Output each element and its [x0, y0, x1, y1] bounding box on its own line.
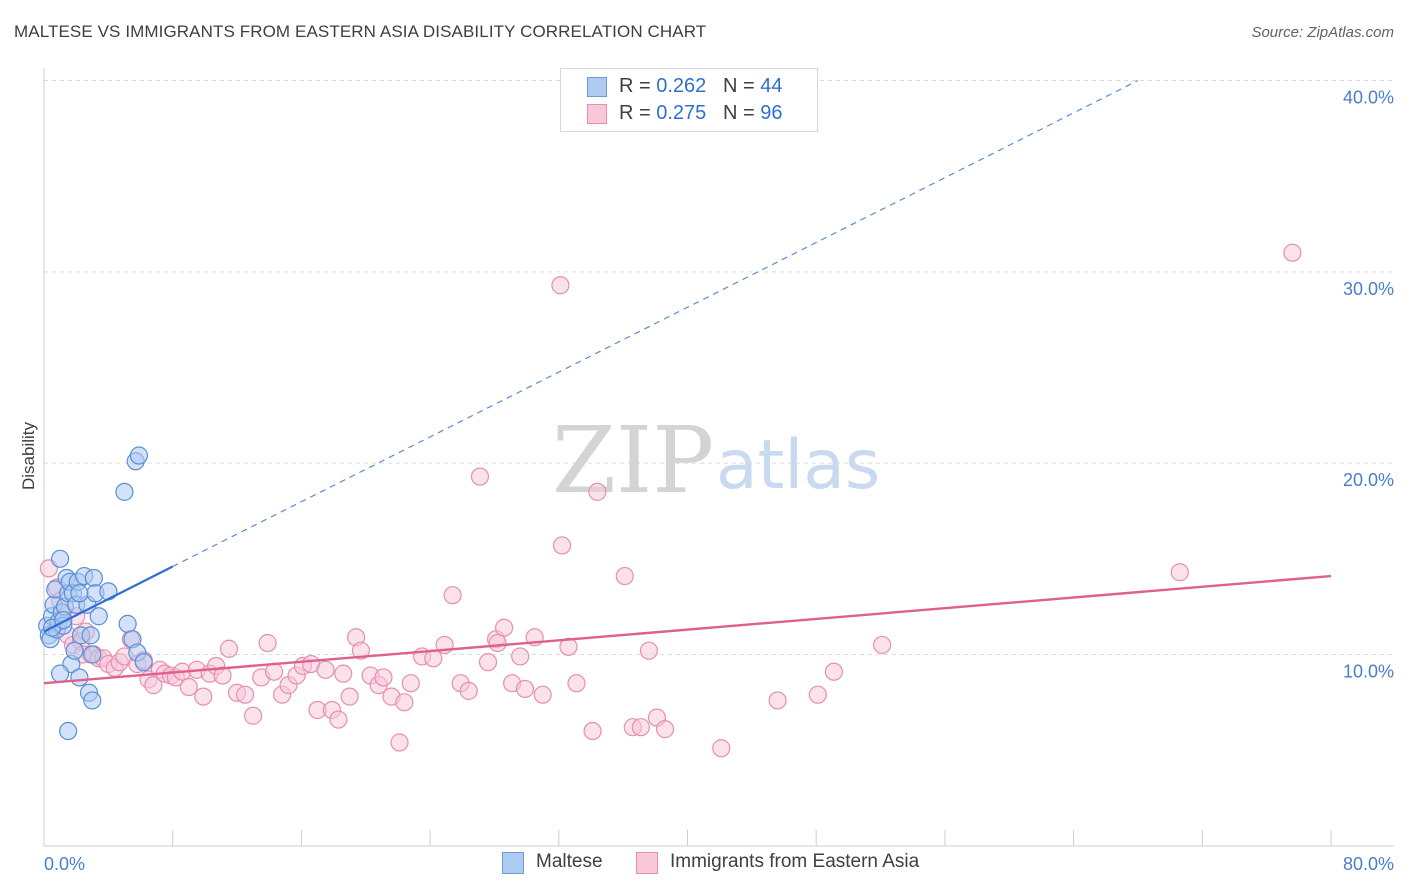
eastern-asia-point: [495, 618, 514, 637]
y-tick-label: 40.0%: [1343, 88, 1394, 108]
eastern-asia-point: [533, 685, 552, 704]
eastern-asia-point: [329, 710, 348, 729]
eastern-asia-point: [213, 666, 232, 685]
maltese-point: [81, 626, 100, 645]
legend-swatch-eastern-asia: [587, 104, 607, 124]
watermark-atlas: atlas: [716, 426, 880, 505]
maltese-point: [83, 645, 102, 664]
r-label: R =: [619, 75, 657, 97]
maltese-point: [129, 446, 149, 465]
eastern-asia-point: [470, 467, 490, 486]
eastern-asia-point: [401, 674, 420, 693]
maltese-point: [89, 607, 108, 626]
trendlines: [43, 79, 1332, 685]
r-value: 0.262: [656, 75, 707, 97]
series-maltese-points: [38, 446, 153, 741]
y-axis-label: Disability: [19, 421, 38, 490]
eastern-asia-point: [808, 685, 827, 704]
x-tick-label: 80.0%: [1343, 854, 1394, 874]
maltese-point: [134, 653, 153, 672]
maltese-point: [84, 568, 103, 588]
maltese-point: [50, 664, 70, 683]
eastern-asia-point: [583, 721, 602, 741]
r-value: 0.275: [656, 102, 707, 124]
eastern-asia-point: [316, 660, 335, 679]
bottom-legend-swatch-maltese: [502, 852, 524, 874]
eastern-asia-point: [351, 641, 371, 660]
eastern-asia-point: [655, 720, 675, 739]
gridlines: [44, 80, 1394, 655]
y-tick-label: 30.0%: [1343, 279, 1394, 299]
eastern-asia-point: [443, 586, 462, 605]
eastern-asia-point: [395, 693, 414, 712]
legend-stats-maltese: R = 0.262 N = 44: [619, 75, 782, 98]
y-tick-labels: 10.0% 20.0% 30.0% 40.0%: [1343, 88, 1394, 682]
maltese-trendline: [43, 565, 174, 633]
eastern-asia-point: [374, 668, 393, 687]
eastern-asia-trendline: [43, 574, 1332, 685]
eastern-asia-point: [144, 676, 163, 695]
maltese-trendline-extension: [172, 79, 1139, 568]
bottom-legend-label-maltese: Maltese: [536, 851, 603, 872]
eastern-asia-point: [1170, 563, 1189, 582]
legend-stats-eastern-asia: R = 0.275 N = 96: [619, 102, 782, 125]
maltese-point: [70, 668, 89, 687]
watermark: ZIP atlas: [552, 407, 880, 514]
eastern-asia-point: [478, 653, 498, 672]
maltese-point: [99, 582, 118, 601]
eastern-asia-point: [194, 687, 213, 706]
eastern-asia-point: [639, 641, 658, 660]
eastern-asia-point: [712, 739, 731, 758]
eastern-asia-point: [567, 674, 586, 693]
maltese-point: [59, 721, 78, 741]
axes: [43, 68, 1394, 847]
watermark-zip: ZIP: [552, 407, 714, 514]
legend-swatch-maltese: [587, 77, 607, 97]
eastern-asia-point: [631, 718, 650, 737]
x-tick-labels: 0.0% 80.0%: [44, 854, 1394, 874]
eastern-asia-point: [390, 733, 409, 752]
bottom-legend-swatch-eastern-asia: [636, 852, 658, 874]
eastern-asia-point: [515, 679, 535, 699]
eastern-asia-point: [334, 664, 353, 683]
maltese-point: [70, 584, 89, 603]
eastern-asia-point: [615, 566, 634, 586]
chart-title: MALTESE VS IMMIGRANTS FROM EASTERN ASIA …: [14, 22, 707, 41]
eastern-asia-point: [488, 633, 507, 653]
maltese-point: [65, 641, 84, 660]
bottom-legend-label-eastern-asia: Immigrants from Eastern Asia: [670, 851, 920, 872]
eastern-asia-point: [551, 276, 570, 295]
n-label: N =: [722, 75, 761, 97]
x-tick-label: 0.0%: [44, 854, 85, 874]
eastern-asia-point: [264, 662, 284, 681]
stats-legend: R = 0.262 N = 44 R = 0.275 N = 96: [560, 68, 818, 132]
y-tick-label: 10.0%: [1343, 662, 1394, 682]
n-label: N =: [722, 102, 761, 124]
eastern-asia-point: [552, 536, 572, 555]
eastern-asia-point: [340, 687, 359, 706]
maltese-point: [83, 691, 102, 710]
n-value: 44: [760, 75, 783, 97]
eastern-asia-point: [873, 635, 892, 655]
eastern-asia-point: [235, 685, 255, 704]
r-label: R =: [619, 102, 657, 124]
eastern-asia-point: [511, 647, 530, 666]
maltese-point: [50, 549, 70, 568]
eastern-asia-point: [588, 482, 607, 501]
y-tick-label: 20.0%: [1343, 470, 1394, 490]
eastern-asia-point: [459, 681, 478, 700]
maltese-point: [118, 614, 137, 633]
eastern-asia-point: [768, 691, 787, 710]
eastern-asia-point: [824, 662, 843, 681]
eastern-asia-point: [179, 677, 198, 697]
eastern-asia-point: [219, 639, 239, 658]
eastern-asia-point: [1283, 243, 1302, 262]
eastern-asia-point: [244, 706, 263, 725]
n-value: 96: [760, 102, 783, 124]
eastern-asia-point: [258, 633, 277, 653]
maltese-point: [115, 482, 134, 501]
chart-source: Source: ZipAtlas.com: [1251, 24, 1394, 41]
